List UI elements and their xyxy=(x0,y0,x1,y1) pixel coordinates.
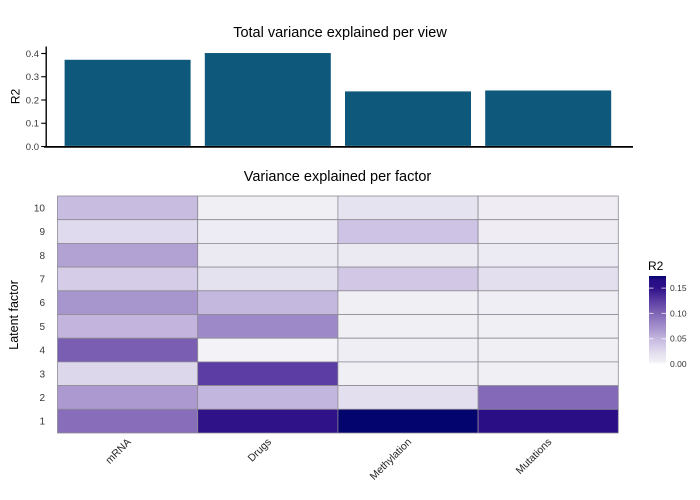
heatmap-cell-factor1-Methylation xyxy=(337,408,479,434)
heatmap-cell-factor1-mRNA xyxy=(57,408,199,434)
bar-y-tick-label: 0.3 xyxy=(26,72,39,83)
heatmap-cell-factor4-Drugs xyxy=(197,337,339,363)
heatmap-cell-factor6-Methylation xyxy=(337,290,479,315)
heatmap-row-label: 6 xyxy=(39,298,45,309)
heatmap-title: Variance explained per factor xyxy=(243,169,432,185)
heatmap-row-label: 3 xyxy=(39,369,45,380)
bar-Mutations xyxy=(485,90,612,146)
colorbar-gradient xyxy=(649,276,666,364)
heatmap-cell-factor8-mRNA xyxy=(57,242,199,268)
heatmap-cell-factor6-Drugs xyxy=(197,290,339,315)
bar-mRNA xyxy=(64,59,191,146)
heatmap-cell-factor4-Methylation xyxy=(337,337,479,363)
colorbar-legend-title: R2 xyxy=(648,259,664,273)
heatmap-cell-factor6-mRNA xyxy=(57,290,199,315)
heatmap-cell-factor8-Methylation xyxy=(337,242,479,268)
colorbar-tick-label: 0.00 xyxy=(670,359,687,369)
heatmap-row-label: 7 xyxy=(39,274,45,285)
heatmap-row-label: 10 xyxy=(34,203,46,214)
bar-y-tick-label: 0.1 xyxy=(26,119,39,130)
heatmap-row-label: 1 xyxy=(39,417,45,428)
heatmap-cell-factor9-mRNA xyxy=(57,219,199,244)
heatmap-cell-factor1-Drugs xyxy=(197,408,339,434)
bar-Methylation xyxy=(345,91,471,146)
bar-Drugs xyxy=(204,53,331,146)
heatmap-cell-factor7-Mutations xyxy=(477,266,619,292)
heatmap-row-label: 2 xyxy=(39,393,45,404)
bar-y-tick-label: 0.4 xyxy=(26,49,39,60)
heatmap-cell-factor8-Drugs xyxy=(197,242,339,268)
heatmap-cell-factor7-Methylation xyxy=(337,266,479,292)
heatmap-row-label: 5 xyxy=(39,322,45,333)
heatmap-row-label: 4 xyxy=(39,346,45,357)
heatmap-cell-factor3-Drugs xyxy=(197,361,339,386)
heatmap-cell-factor7-mRNA xyxy=(57,266,199,292)
heatmap-cell-factor8-Mutations xyxy=(477,242,619,268)
heatmap-cell-factor7-Drugs xyxy=(197,266,339,292)
heatmap-row-label: 8 xyxy=(39,251,45,262)
heatmap-cell-factor2-mRNA xyxy=(57,385,199,410)
heatmap-cell-factor10-mRNA xyxy=(57,195,199,221)
bar-y-tick-label: 0.2 xyxy=(26,95,39,106)
bar-chart-title: Total variance explained per view xyxy=(233,25,447,41)
heatmap-cell-factor4-Mutations xyxy=(477,337,619,363)
heatmap-cell-factor6-Mutations xyxy=(477,290,619,315)
heatmap-cell-factor3-mRNA xyxy=(57,361,199,386)
heatmap-cell-factor9-Mutations xyxy=(477,219,619,244)
heatmap-cell-factor3-Methylation xyxy=(337,361,479,386)
heatmap-cell-factor9-Drugs xyxy=(197,219,339,244)
heatmap-cell-factor10-Drugs xyxy=(197,195,339,221)
heatmap-cell-factor2-Drugs xyxy=(197,385,339,410)
heatmap-cell-factor5-Drugs xyxy=(197,314,339,339)
bar-y-tick-label: 0.0 xyxy=(26,142,39,153)
heatmap-cell-factor1-Mutations xyxy=(477,408,619,434)
heatmap-cell-factor5-mRNA xyxy=(57,314,199,339)
heatmap-row-label: 9 xyxy=(39,227,45,238)
heatmap-cell-factor9-Methylation xyxy=(337,219,479,244)
colorbar-tick-label: 0.10 xyxy=(670,308,687,318)
colorbar-tick-label: 0.05 xyxy=(670,334,687,344)
heatmap-col-label-Mutations: Mutations xyxy=(514,436,555,477)
heatmap-col-label-Drugs: Drugs xyxy=(246,436,274,464)
heatmap-cell-factor3-Mutations xyxy=(477,361,619,386)
heatmap-cell-factor2-Mutations xyxy=(477,385,619,410)
heatmap-cell-factor2-Methylation xyxy=(337,385,479,410)
heatmap-cell-factor10-Methylation xyxy=(337,195,479,221)
colorbar-tick-label: 0.15 xyxy=(670,283,687,293)
heatmap-col-label-Methylation: Methylation xyxy=(368,436,415,483)
heatmap-cell-factor5-Mutations xyxy=(477,314,619,339)
heatmap-cell-factor4-mRNA xyxy=(57,337,199,363)
heatmap-cell-factor10-Mutations xyxy=(477,195,619,221)
heatmap-cell-factor5-Methylation xyxy=(337,314,479,339)
heatmap-col-label-mRNA: mRNA xyxy=(103,436,133,466)
